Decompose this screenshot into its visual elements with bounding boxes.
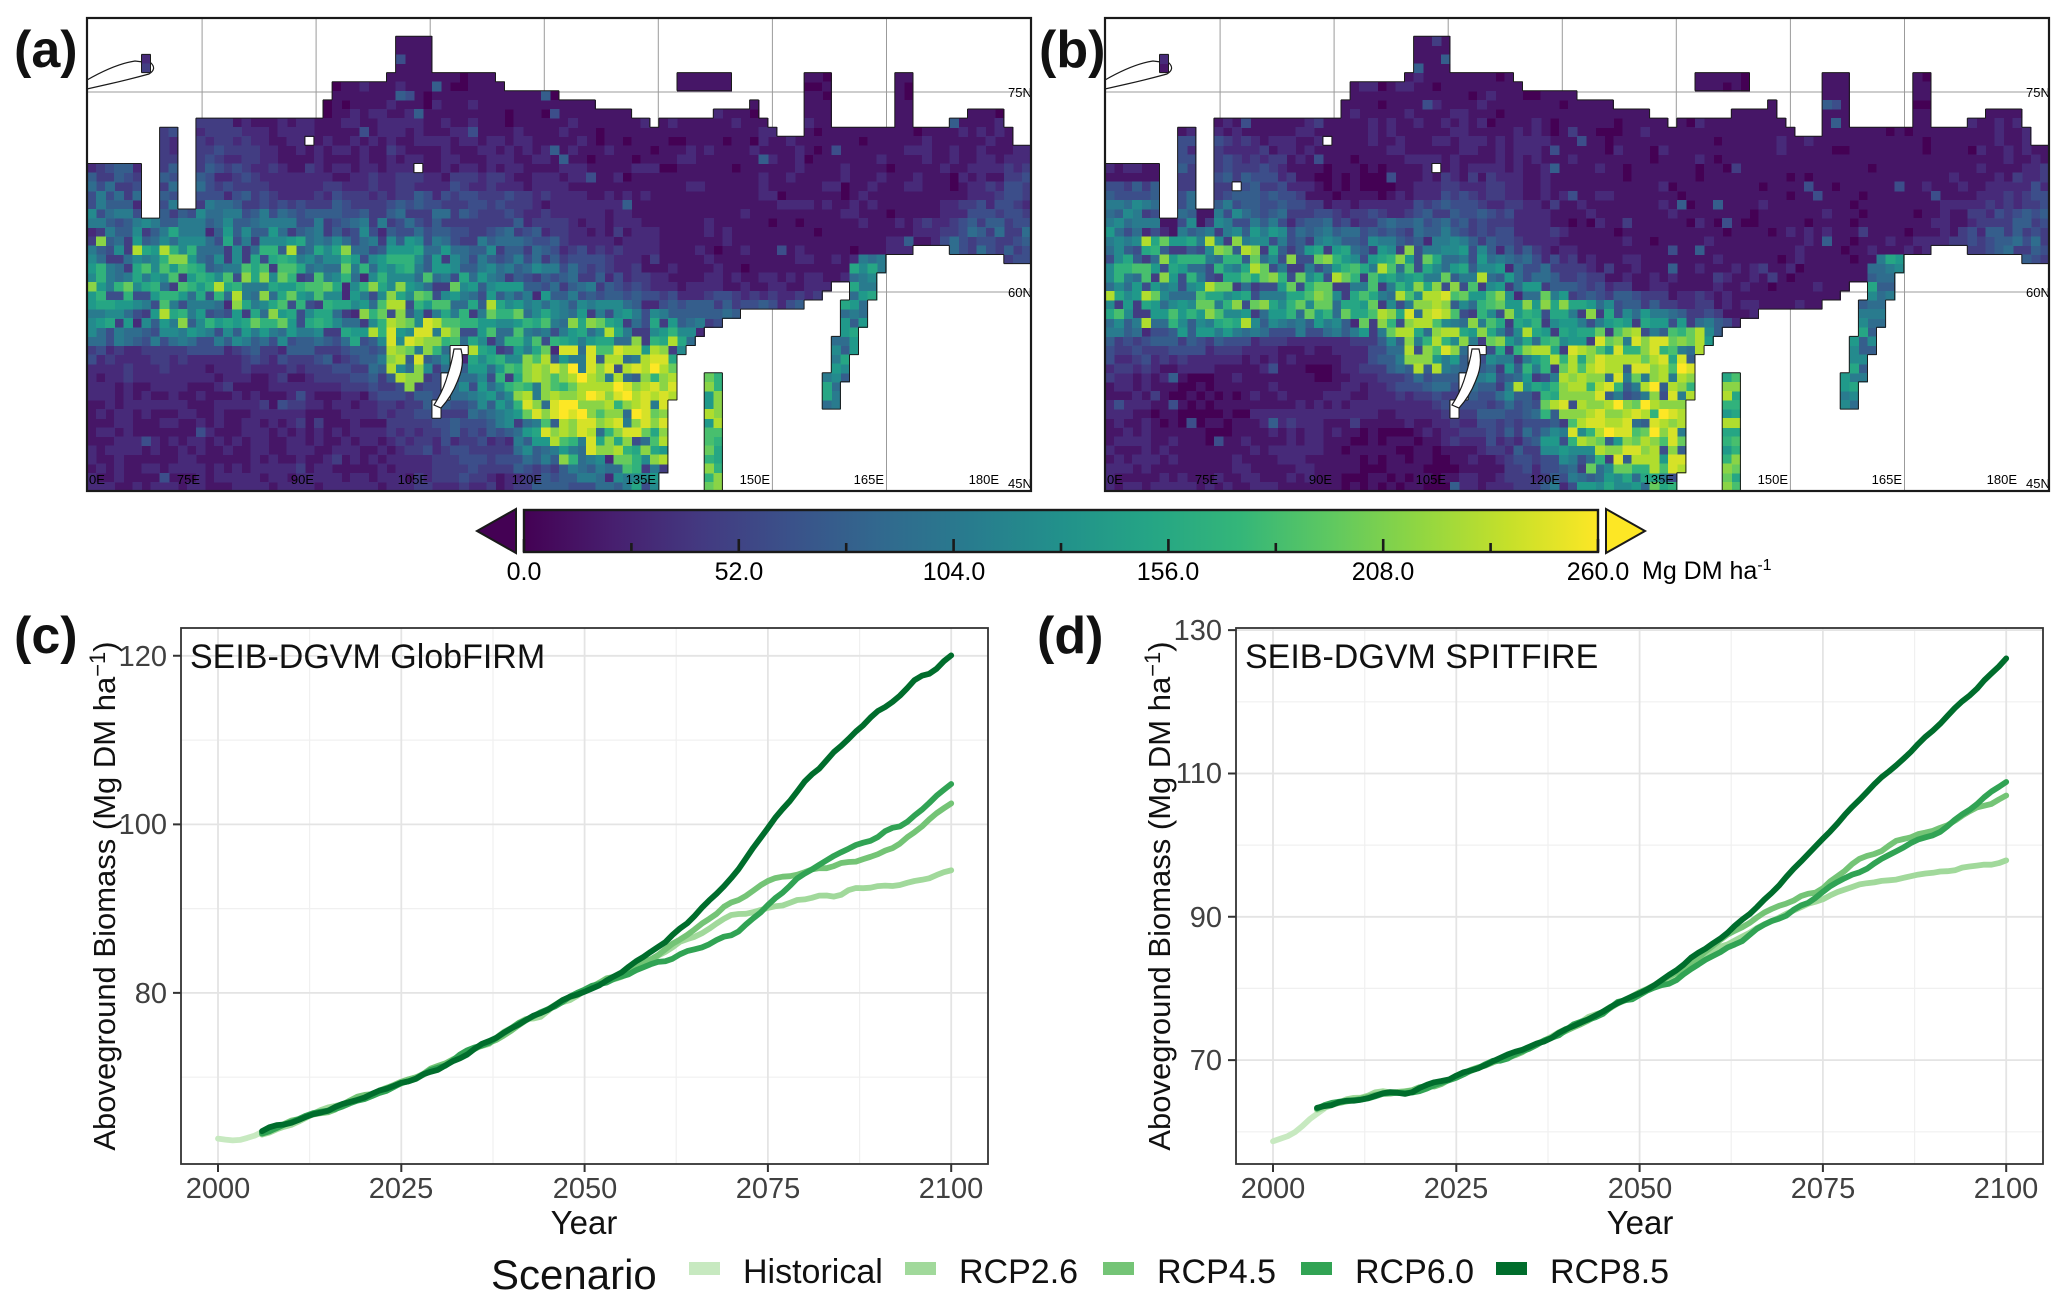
svg-text:2100: 2100 [919, 1173, 984, 1205]
svg-text:2075: 2075 [1791, 1173, 1856, 1205]
svg-text:150E: 150E [740, 472, 771, 487]
svg-text:Mg DM ha-1: Mg DM ha-1 [1642, 557, 1772, 585]
svg-text:2075: 2075 [736, 1173, 801, 1205]
svg-text:156.0: 156.0 [1137, 558, 1200, 586]
svg-text:52.0: 52.0 [715, 558, 764, 586]
svg-text:Year: Year [551, 1204, 618, 1241]
svg-text:120E: 120E [512, 472, 543, 487]
svg-text:2025: 2025 [369, 1173, 434, 1205]
svg-text:208.0: 208.0 [1352, 558, 1415, 586]
svg-text:0E: 0E [89, 472, 105, 487]
svg-text:0E: 0E [1107, 472, 1123, 487]
svg-text:0.0: 0.0 [507, 558, 542, 586]
svg-text:75N: 75N [1008, 85, 1032, 100]
svg-text:165E: 165E [1872, 472, 1903, 487]
svg-text:70: 70 [1190, 1045, 1222, 1077]
svg-text:2000: 2000 [186, 1173, 251, 1205]
svg-text:90E: 90E [291, 472, 314, 487]
svg-text:90E: 90E [1309, 472, 1332, 487]
svg-text:(b): (b) [1039, 21, 1105, 79]
svg-text:105E: 105E [398, 472, 429, 487]
svg-text:2025: 2025 [1424, 1173, 1489, 1205]
svg-text:75E: 75E [177, 472, 200, 487]
svg-text:RCP2.6: RCP2.6 [959, 1253, 1078, 1291]
svg-text:RCP4.5: RCP4.5 [1157, 1253, 1276, 1291]
svg-text:180E: 180E [969, 472, 1000, 487]
svg-text:(c): (c) [14, 607, 78, 665]
svg-text:135E: 135E [626, 472, 657, 487]
svg-text:RCP6.0: RCP6.0 [1355, 1253, 1474, 1291]
svg-text:150E: 150E [1758, 472, 1789, 487]
svg-text:104.0: 104.0 [923, 558, 986, 586]
svg-text:RCP8.5: RCP8.5 [1550, 1253, 1669, 1291]
svg-text:80: 80 [135, 978, 167, 1010]
svg-text:120: 120 [119, 641, 167, 673]
svg-text:SEIB-DGVM SPITFIRE: SEIB-DGVM SPITFIRE [1245, 638, 1598, 676]
svg-text:Aboveground Biomass (Mg DM ha−: Aboveground Biomass (Mg DM ha−1) [85, 641, 122, 1150]
svg-text:Scenario: Scenario [491, 1251, 657, 1298]
svg-text:Year: Year [1607, 1204, 1674, 1241]
svg-text:180E: 180E [1987, 472, 2018, 487]
svg-text:135E: 135E [1644, 472, 1675, 487]
svg-text:2050: 2050 [553, 1173, 618, 1205]
svg-text:60N: 60N [2026, 285, 2050, 300]
svg-text:(a): (a) [14, 21, 78, 79]
svg-text:45N: 45N [2026, 476, 2050, 491]
svg-text:110: 110 [1176, 758, 1222, 790]
svg-text:(d): (d) [1037, 607, 1103, 665]
svg-text:75N: 75N [2026, 85, 2050, 100]
svg-text:105E: 105E [1416, 472, 1447, 487]
svg-text:100: 100 [119, 809, 167, 841]
svg-text:120E: 120E [1530, 472, 1561, 487]
svg-text:2000: 2000 [1241, 1173, 1306, 1205]
svg-text:2100: 2100 [1974, 1173, 2039, 1205]
svg-text:130: 130 [1174, 615, 1222, 647]
svg-text:60N: 60N [1008, 285, 1032, 300]
svg-text:260.0: 260.0 [1567, 558, 1630, 586]
svg-text:75E: 75E [1195, 472, 1218, 487]
svg-text:Historical: Historical [743, 1253, 883, 1291]
svg-text:165E: 165E [854, 472, 885, 487]
svg-text:SEIB-DGVM GlobFIRM: SEIB-DGVM GlobFIRM [190, 638, 545, 676]
svg-text:2050: 2050 [1608, 1173, 1673, 1205]
svg-text:Aboveground Biomass (Mg DM ha−: Aboveground Biomass (Mg DM ha−1) [1140, 641, 1177, 1150]
svg-text:45N: 45N [1008, 476, 1032, 491]
svg-text:90: 90 [1190, 902, 1222, 934]
